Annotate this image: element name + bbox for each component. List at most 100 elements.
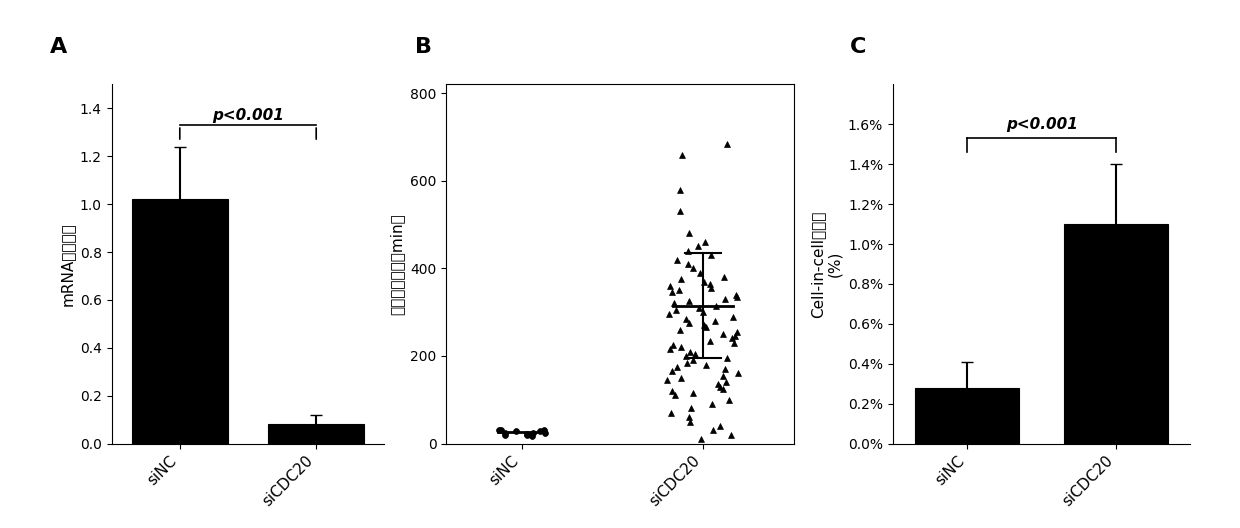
Y-axis label: mRNA表达水平: mRNA表达水平 [60, 222, 74, 306]
Point [661, 409, 681, 417]
Point [670, 185, 689, 194]
Point [660, 345, 680, 354]
Point [724, 338, 744, 347]
Point [670, 286, 689, 295]
Point [713, 330, 733, 338]
Point [671, 374, 691, 382]
Point [703, 426, 723, 435]
Point [691, 435, 711, 444]
Point [683, 356, 703, 364]
Point [666, 306, 686, 314]
Point [677, 359, 697, 367]
Point [696, 361, 715, 369]
Point [704, 317, 724, 325]
Bar [131, 200, 228, 444]
Y-axis label: Cell-in-cell形成率
(%): Cell-in-cell形成率 (%) [810, 210, 842, 318]
Point [517, 430, 537, 438]
Point [533, 426, 553, 435]
Point [495, 428, 515, 437]
Point [663, 341, 683, 349]
Point [667, 363, 687, 371]
Point [683, 389, 703, 398]
Point [667, 256, 687, 264]
Point [709, 382, 729, 391]
Text: B: B [415, 37, 433, 57]
Point [680, 297, 699, 305]
Bar [1064, 224, 1168, 444]
Point [722, 430, 742, 439]
Point [725, 332, 745, 341]
Point [697, 323, 717, 332]
Point [680, 413, 699, 421]
Point [522, 431, 542, 440]
Bar [915, 388, 1019, 444]
Point [688, 304, 708, 312]
Point [694, 321, 714, 329]
Point [517, 430, 537, 439]
Point [676, 315, 696, 323]
Point [715, 295, 735, 303]
Point [693, 308, 713, 316]
Point [678, 247, 698, 255]
Point [713, 371, 733, 380]
Point [681, 418, 701, 426]
Point [709, 422, 729, 430]
Point [666, 391, 686, 400]
Point [717, 139, 737, 148]
Point [489, 426, 508, 435]
Point [688, 242, 708, 251]
Point [680, 319, 699, 327]
Point [672, 150, 692, 159]
Point [722, 334, 742, 343]
Point [671, 325, 691, 334]
Text: C: C [849, 37, 866, 57]
Point [506, 427, 526, 436]
Point [662, 386, 682, 395]
Point [529, 427, 549, 436]
Point [660, 281, 680, 290]
Point [662, 367, 682, 375]
Point [663, 299, 683, 308]
Point [715, 378, 735, 386]
Point [707, 301, 727, 310]
Point [723, 313, 743, 321]
Point [657, 376, 677, 384]
Point [678, 260, 698, 268]
Point [681, 404, 701, 413]
Point [670, 207, 689, 215]
Point [717, 354, 737, 362]
Point [701, 284, 720, 293]
Point [534, 428, 554, 437]
Point [699, 279, 719, 288]
Bar [269, 425, 365, 444]
Point [671, 343, 691, 352]
Point [727, 328, 746, 336]
Text: p<0.001: p<0.001 [1006, 117, 1078, 133]
Point [491, 425, 511, 433]
Text: A: A [50, 37, 67, 57]
Point [662, 288, 682, 297]
Point [694, 238, 714, 247]
Point [713, 384, 733, 393]
Point [727, 293, 746, 301]
Point [719, 395, 739, 404]
Point [677, 352, 697, 360]
Point [523, 428, 543, 437]
Point [708, 380, 728, 389]
Point [660, 310, 680, 318]
Point [683, 264, 703, 272]
Point [681, 347, 701, 356]
Point [701, 336, 720, 345]
Point [680, 229, 699, 238]
Point [714, 273, 734, 281]
Text: p<0.001: p<0.001 [212, 108, 284, 123]
Y-axis label: 有丝分裂中期（min）: 有丝分裂中期（min） [389, 213, 404, 315]
Point [694, 277, 714, 286]
Point [702, 400, 722, 408]
Point [725, 290, 745, 299]
Point [495, 430, 515, 439]
Point [701, 251, 720, 259]
Point [671, 275, 691, 284]
Point [684, 350, 704, 358]
Point [689, 269, 709, 277]
